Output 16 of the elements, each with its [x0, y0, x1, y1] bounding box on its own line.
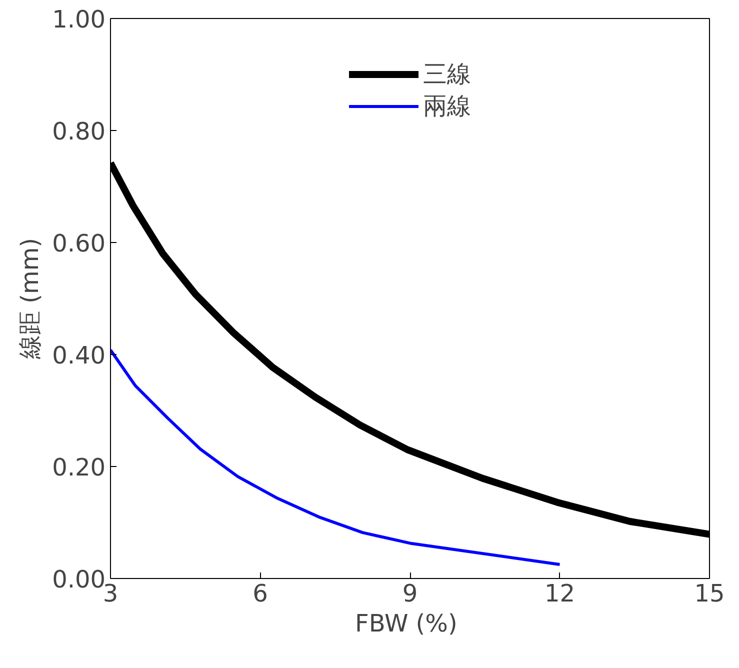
x-tick-label: 9 — [402, 580, 418, 608]
y-axis-title: 線距 (mm) — [16, 238, 44, 360]
x-tick-label: 6 — [252, 580, 268, 608]
line-series — [110, 348, 562, 566]
legend-label: 三線 — [423, 59, 471, 90]
y-tick-label: 0.20 — [52, 454, 106, 482]
y-tick-label: 0.80 — [52, 118, 106, 146]
y-tick-label: 0.60 — [52, 230, 106, 258]
x-tick-label: 3 — [102, 580, 118, 608]
y-tick-label: 0.40 — [52, 342, 106, 370]
y-tick-label: 0.00 — [52, 566, 106, 594]
y-tick-label: 1.00 — [52, 6, 106, 34]
legend-label: 兩線 — [423, 91, 471, 122]
x-tick-label: 12 — [544, 580, 576, 608]
x-axis-title: FBW (%) — [355, 610, 458, 638]
x-tick-label: 15 — [694, 580, 725, 608]
